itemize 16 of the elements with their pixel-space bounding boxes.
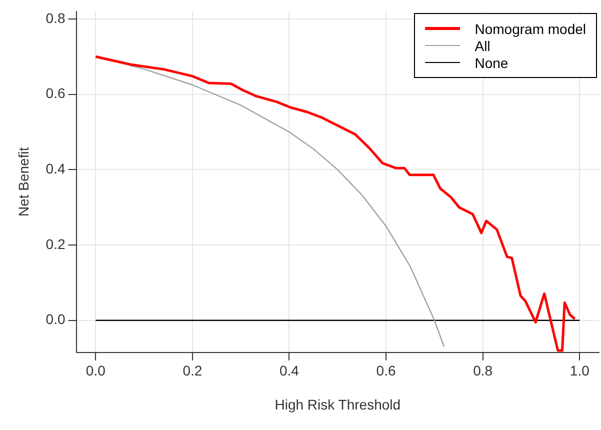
- x-tick-label: 0.6: [376, 362, 396, 379]
- y-tick-label: 0.0: [46, 311, 66, 328]
- x-tick-label: 0.4: [279, 362, 300, 379]
- legend-label: None: [474, 54, 508, 71]
- x-axis-title: High Risk Threshold: [274, 396, 401, 412]
- y-tick-label: 0.4: [46, 160, 66, 177]
- legend-label: All: [474, 38, 490, 54]
- y-tick-label: 0.2: [46, 236, 66, 252]
- y-axis-title: Net Benefit: [15, 147, 32, 217]
- y-tick-label: 0.6: [46, 85, 66, 102]
- x-tick-label: 0.0: [86, 362, 106, 379]
- x-tick-label: 0.2: [182, 362, 202, 379]
- x-tick-label: 0.8: [473, 362, 493, 379]
- y-tick-label: 0.8: [46, 10, 66, 26]
- legend-label: Nomogram model: [474, 20, 586, 37]
- x-tick-label: 1.0: [570, 362, 590, 379]
